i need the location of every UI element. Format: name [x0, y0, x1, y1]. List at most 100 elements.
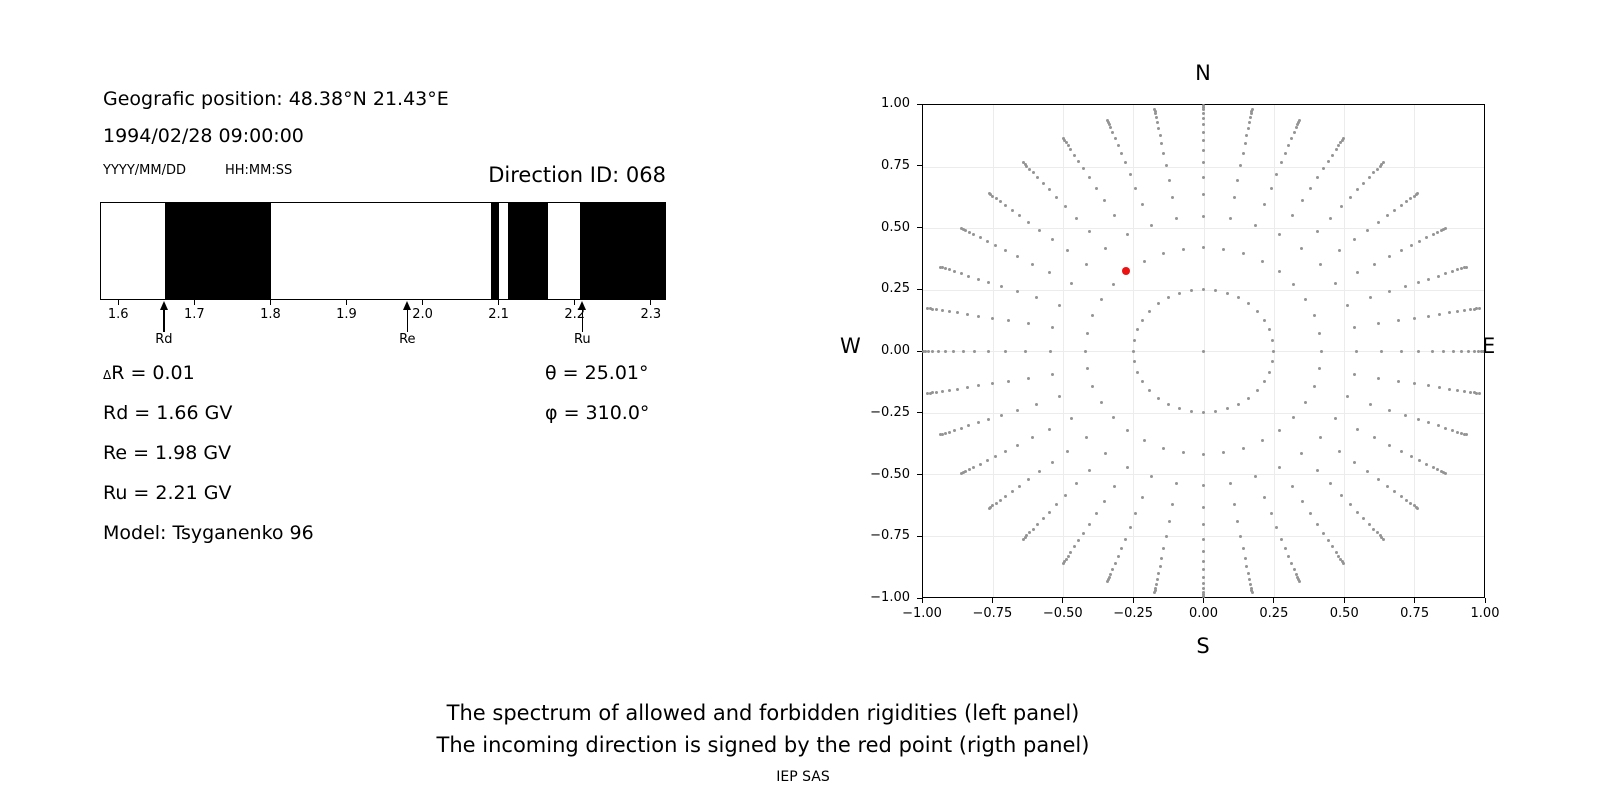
- direction-dot: [1202, 537, 1205, 541]
- y-tick-label: 0.00: [881, 343, 910, 358]
- direction-dot: [943, 349, 947, 353]
- direction-dot: [1297, 580, 1301, 584]
- time-format-label: HH:MM:SS: [225, 163, 293, 178]
- direction-dot: [1479, 349, 1483, 353]
- direction-dot: [1023, 162, 1027, 166]
- direction-dot: [1034, 296, 1038, 300]
- direction-dot: [1329, 482, 1333, 486]
- direction-dot: [1132, 338, 1136, 342]
- direction-dot: [1352, 326, 1356, 330]
- direction-dot: [1339, 205, 1343, 209]
- direction-dot: [1385, 214, 1389, 218]
- direction-dot: [1106, 580, 1110, 584]
- direction-dot: [1082, 531, 1086, 535]
- direction-dot: [1049, 349, 1053, 353]
- y-tick-label: 0.25: [881, 281, 910, 297]
- direction-dot: [1249, 583, 1252, 587]
- direction-dot: [1087, 523, 1091, 527]
- direction-dot: [973, 349, 977, 353]
- direction-dot: [952, 269, 956, 273]
- x-tick-label: 0.75: [1400, 606, 1430, 621]
- direction-dot: [1372, 171, 1376, 175]
- direction-dot: [963, 470, 967, 474]
- x-tick-mark: [422, 300, 424, 305]
- direction-dot: [1456, 430, 1460, 434]
- x-tick-label: −0.25: [1113, 606, 1154, 621]
- direction-dot: [1064, 205, 1068, 209]
- direction-dot: [1246, 572, 1250, 576]
- direction-dot: [1036, 176, 1040, 180]
- compass-south-label: S: [1196, 634, 1210, 658]
- direction-dot: [1099, 401, 1103, 405]
- marker-arrow-Rd: [159, 301, 168, 332]
- direction-dot: [978, 236, 982, 240]
- direction-dot: [1287, 555, 1291, 559]
- direction-dot: [1291, 484, 1295, 488]
- direction-dot: [1103, 452, 1107, 456]
- direction-dot: [1026, 220, 1030, 224]
- direction-dot: [1444, 226, 1448, 230]
- direction-dot: [1472, 391, 1476, 395]
- direction-dot: [1202, 549, 1205, 553]
- direction-dot: [1000, 285, 1004, 289]
- direction-dot: [1477, 306, 1481, 310]
- direction-dot: [924, 349, 928, 353]
- marker-arrow-head: [159, 301, 168, 310]
- direction-dot: [1416, 191, 1420, 195]
- x-tick-label: 1.7: [183, 307, 205, 322]
- direction-dot: [1463, 309, 1467, 313]
- direction-dot: [1058, 395, 1062, 399]
- direction-dot: [936, 349, 940, 353]
- direction-dot: [1094, 512, 1098, 516]
- direction-dot: [1377, 478, 1381, 482]
- direction-dot: [967, 274, 971, 278]
- direction-dot: [1287, 143, 1291, 147]
- direction-dot: [1465, 265, 1469, 269]
- direction-dot: [1294, 572, 1298, 576]
- direction-dot: [1112, 484, 1116, 488]
- direction-dot: [1202, 581, 1205, 585]
- direction-dot: [1036, 522, 1040, 526]
- direction-dot: [1463, 389, 1467, 393]
- h-gridline: [923, 474, 1484, 475]
- direction-dot: [1004, 204, 1008, 208]
- direction-dot: [1041, 181, 1045, 185]
- datetime-text: 1994/02/28 09:00:00: [103, 125, 304, 147]
- direction-dot: [962, 349, 966, 353]
- direction-dot: [1451, 349, 1455, 353]
- direction-dot: [1316, 469, 1320, 473]
- direction-dot: [1456, 268, 1460, 272]
- direction-dot: [994, 502, 998, 506]
- direction-dot: [1356, 271, 1360, 275]
- direction-dot: [1099, 297, 1103, 301]
- direction-dot: [938, 265, 942, 269]
- direction-dot: [967, 468, 971, 472]
- marker-label-Re: Re: [399, 332, 416, 347]
- direction-dot: [1116, 555, 1120, 559]
- y-tick-mark: [917, 412, 922, 414]
- direction-dot: [1181, 451, 1185, 455]
- direction-dot: [1026, 478, 1030, 482]
- direction-dot: [1047, 427, 1051, 431]
- direction-dot: [1250, 107, 1254, 111]
- direction-dot: [1065, 249, 1069, 253]
- direction-dot: [1475, 307, 1479, 311]
- direction-dot: [1228, 481, 1232, 485]
- direction-dot: [1202, 149, 1205, 152]
- direction-dot: [1107, 122, 1111, 126]
- direction-dot: [1246, 126, 1250, 130]
- direction-dot: [1339, 558, 1343, 562]
- direction-dot: [1087, 469, 1091, 473]
- direction-dot: [1431, 233, 1435, 237]
- direction-dot: [1016, 408, 1020, 412]
- direction-dot: [1153, 107, 1157, 111]
- direction-dot: [1063, 560, 1067, 564]
- direction-dot: [1319, 349, 1323, 353]
- direction-dot: [1427, 421, 1431, 425]
- x-tick-mark: [1062, 598, 1064, 603]
- direction-dot: [1468, 390, 1472, 394]
- y-tick-mark: [917, 535, 922, 537]
- direction-dot: [1369, 296, 1373, 300]
- direction-dot: [1352, 372, 1356, 376]
